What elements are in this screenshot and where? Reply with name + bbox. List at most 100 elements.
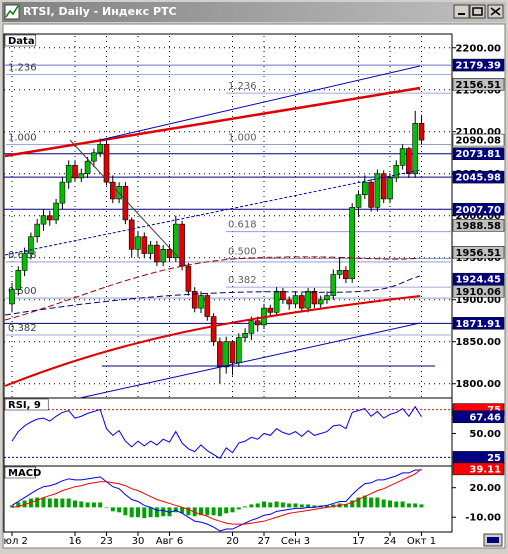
series-line (11, 468, 422, 525)
histogram-bar (136, 507, 140, 518)
y-tick-label: -10.00 (465, 513, 501, 524)
candle-body (72, 165, 78, 179)
candle-body (349, 207, 356, 280)
histogram-bar (211, 507, 216, 516)
candle-body (286, 299, 293, 305)
level-label-box (452, 78, 505, 91)
candle-body (361, 181, 368, 196)
candle-body (198, 295, 204, 309)
candle-body (336, 270, 343, 275)
candle-body (387, 177, 393, 200)
candle-body (254, 320, 261, 326)
trend-lines (4, 65, 435, 398)
candle-body (154, 244, 160, 263)
candle-body (173, 223, 179, 259)
level-label-box (452, 285, 505, 298)
level-label-box (452, 147, 505, 160)
last-value: 39.11 (469, 464, 501, 475)
histogram-bar (274, 501, 279, 508)
y-tick-label: 2150.00 (455, 85, 501, 96)
histogram-bar (394, 501, 399, 508)
candle-body (273, 291, 280, 313)
histogram-bar (369, 497, 374, 508)
y-tick-label: 1900.00 (455, 295, 501, 306)
window-buttons[interactable] (453, 4, 504, 19)
candle-body (103, 144, 110, 183)
status-icon[interactable] (483, 533, 503, 547)
candle-body (368, 181, 374, 208)
candle-body (311, 291, 318, 305)
histogram-bar (362, 495, 367, 508)
title-bar (2, 2, 506, 22)
histogram-bar (356, 497, 361, 508)
histogram-bar (10, 505, 14, 508)
candle-body (248, 320, 255, 334)
candle-body (229, 341, 236, 364)
histogram-bar (312, 505, 317, 508)
x-tick-label: 30 (132, 536, 145, 547)
x-tick-label: Окт 1 (407, 536, 436, 547)
level-label-box (452, 203, 505, 216)
plots: 1.2361.0000.6180.5000.3821.2361.0000.618… (3, 33, 505, 547)
level-label-box (452, 219, 505, 232)
series-line (11, 469, 422, 532)
x-tick-label: 20 (226, 536, 239, 547)
candle-body (374, 173, 381, 208)
candle-body (324, 295, 330, 301)
y-tick-label: 50.00 (469, 429, 501, 440)
histogram-bar (47, 498, 52, 508)
candle-body (204, 295, 211, 317)
x-tick-label: 24 (384, 536, 397, 547)
fib-label: 0.500 (8, 286, 37, 297)
histogram-bar (66, 498, 71, 508)
candle-body (28, 236, 34, 254)
histogram-bar (419, 504, 424, 508)
histogram-bar (199, 507, 203, 516)
candle-body (135, 236, 141, 250)
histogram-bar (413, 503, 418, 508)
y-tick-label: 1850.00 (455, 337, 501, 348)
last-price-box (452, 133, 505, 147)
x-tick-label: 27 (258, 536, 271, 547)
y-tick-label: 2000.00 (455, 211, 501, 222)
candle-body (128, 219, 135, 250)
candle-body (160, 249, 166, 263)
fib-label: 1.236 (8, 63, 37, 74)
candle-body (330, 274, 337, 296)
candle-body (355, 194, 362, 208)
level-label: 25 (487, 453, 501, 464)
panel-label-box (4, 398, 49, 411)
x-tick-label: Сен 3 (281, 536, 310, 547)
candle-body (399, 148, 406, 166)
histogram-bar (110, 507, 115, 512)
candle-body (317, 299, 324, 305)
candle-body (65, 165, 72, 183)
candle-body (210, 316, 217, 343)
candle-body (406, 148, 412, 175)
fib-label: 1.000 (8, 132, 37, 143)
minimize-button[interactable] (453, 4, 470, 19)
x-tick-label: 23 (100, 536, 113, 547)
candle-body (412, 123, 419, 175)
x-tick-label: 16 (69, 536, 82, 547)
candle-body (141, 236, 148, 254)
histogram-bar (287, 503, 292, 508)
histogram-bar (205, 507, 210, 516)
histogram-bar (249, 504, 254, 508)
histogram-bar (142, 507, 147, 519)
histogram-bar (161, 507, 166, 517)
candle-body (267, 307, 274, 313)
x-axis: Июл 2 16 23 30 Авг 6 20 27 Сен 3 17 24 Окт 1 (4, 532, 436, 547)
histogram-bar (35, 497, 40, 508)
panel-label-box (4, 466, 37, 479)
histogram-bar (406, 503, 411, 508)
histogram-bar (350, 500, 355, 508)
candle-body (223, 341, 229, 368)
histogram-bar (85, 502, 90, 508)
candle-body (305, 291, 311, 309)
maximize-glyph (472, 7, 483, 16)
candle-body (236, 337, 242, 364)
fib-label: 0.618 (228, 220, 257, 231)
